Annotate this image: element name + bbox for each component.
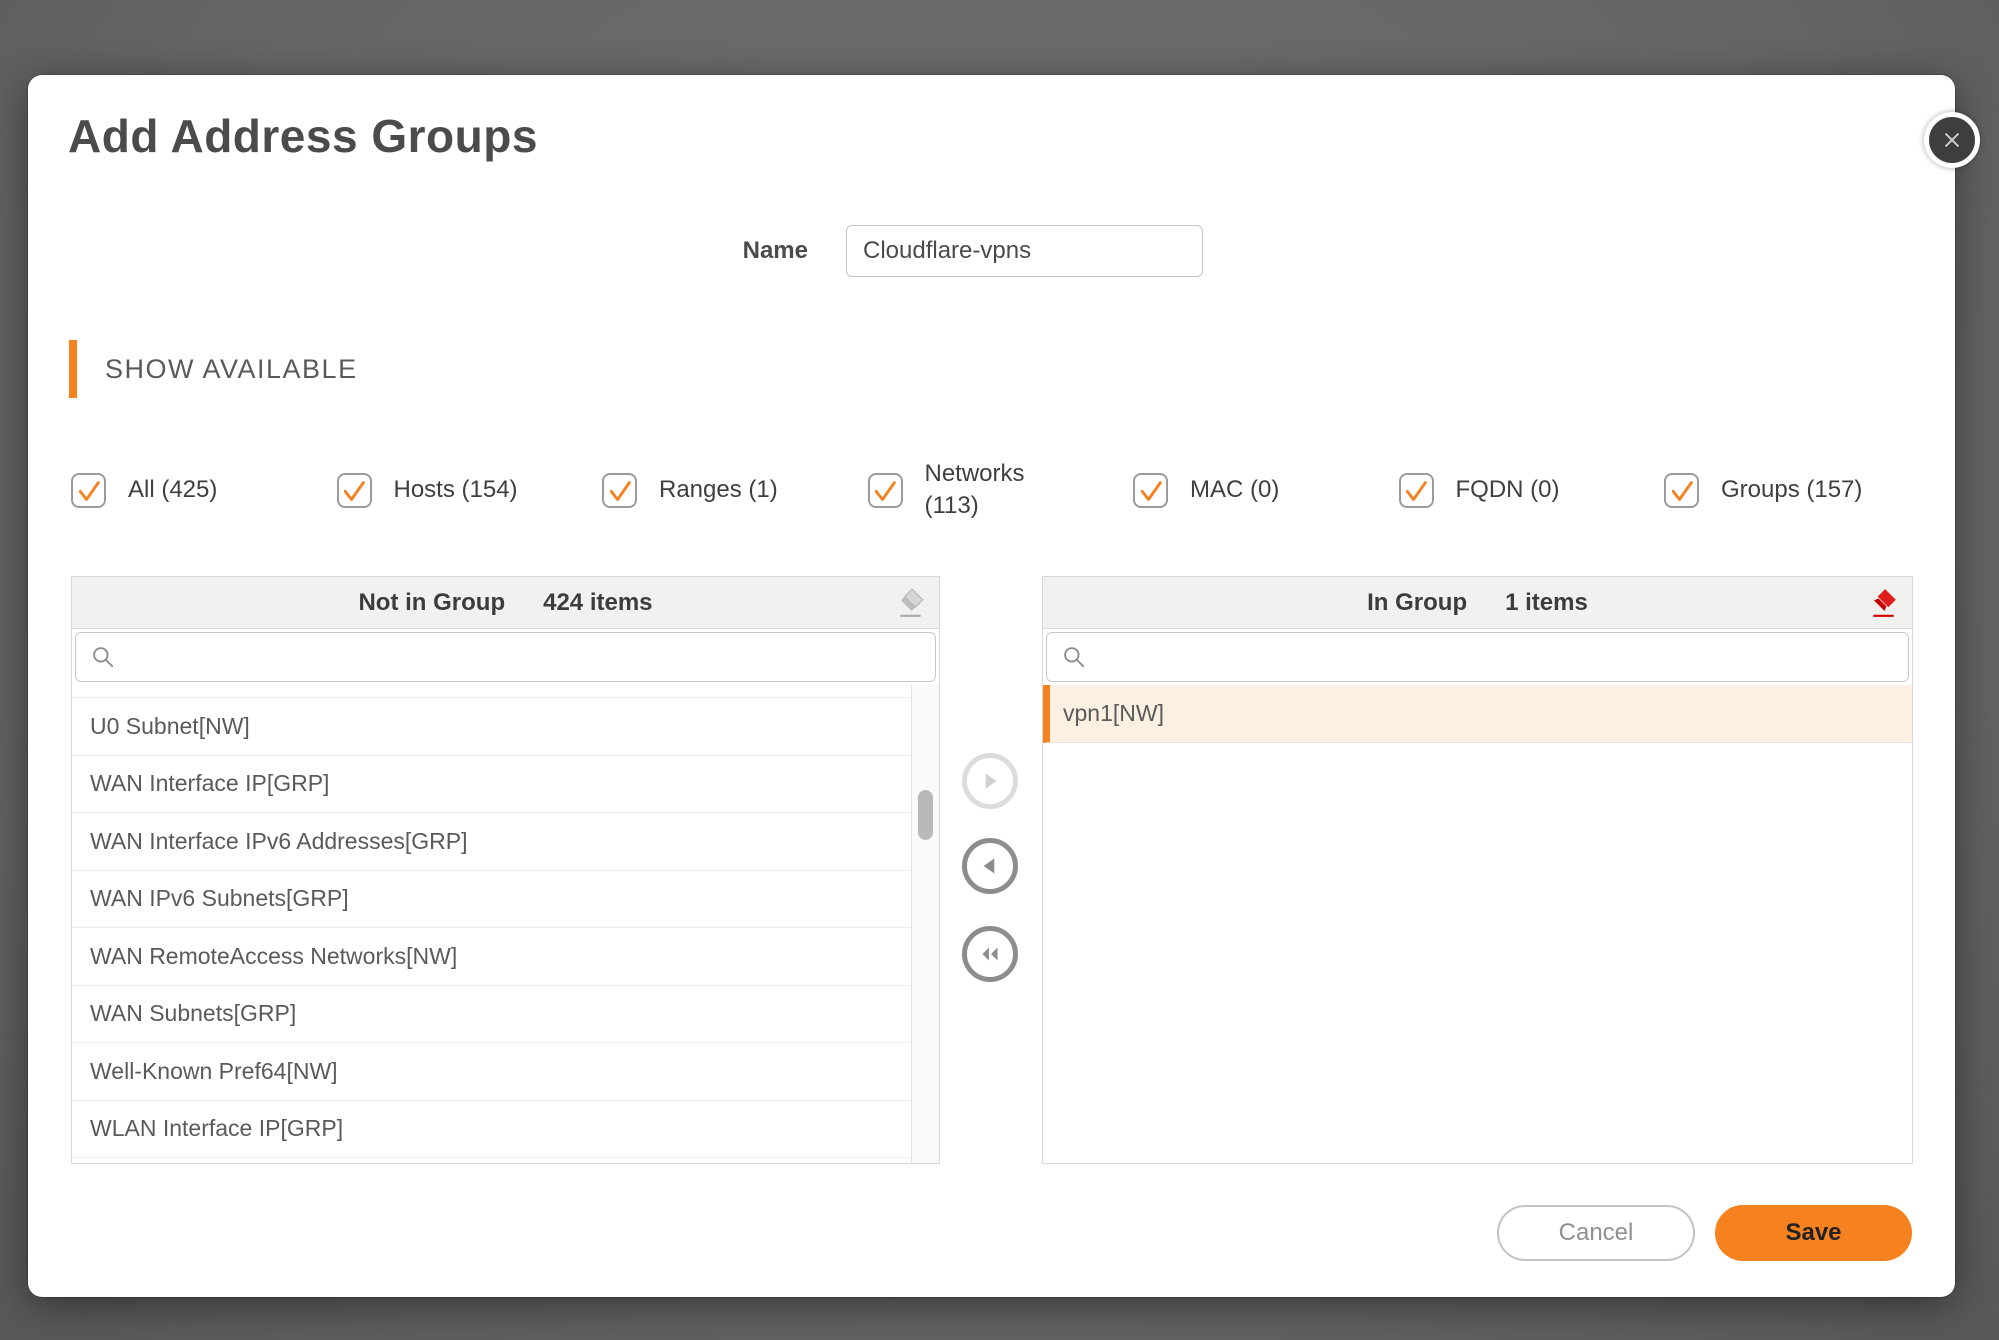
list-item[interactable]: WLAN Interface IP[GRP] [72,1100,911,1158]
eraser-red-icon [1873,589,1896,617]
in-group-search-input[interactable] [1046,632,1909,682]
list-item[interactable]: WAN RemoteAccess Networks[NW] [72,928,911,986]
close-icon [1945,133,1959,147]
search-icon [1064,647,1085,668]
dialog-footer: Cancel Save [1497,1205,1912,1261]
list-item[interactable]: WAN IPv6 Subnets[GRP] [72,870,911,928]
section-accent-bar [69,340,77,398]
filter-label: All (425) [128,475,218,503]
in-group-header: In Group 1 items [1043,577,1912,629]
checkbox-checked-icon[interactable] [1398,472,1434,508]
not-in-group-body: U0 Subnet[NW] WAN Interface IP[GRP] WAN … [72,629,939,1163]
double-arrow-left-icon [982,947,998,961]
clear-selection-button[interactable] [893,586,927,620]
scrollbar-thumb[interactable] [918,790,933,840]
list-item[interactable]: Well-Known Pref64[NW] [72,1043,911,1101]
filter-ranges[interactable]: Ranges (1) [602,447,868,533]
panel-title: In Group [1367,588,1468,616]
filter-all[interactable]: All (425) [71,447,337,533]
not-in-group-search-input[interactable] [75,632,936,682]
section-title: SHOW AVAILABLE [105,353,358,384]
arrow-left-icon [983,858,995,874]
name-label: Name [742,237,808,264]
list-item-selected[interactable]: vpn1[NW] [1043,685,1912,743]
filter-label: Ranges (1) [659,475,778,503]
list-row-partial [72,685,911,698]
clear-group-button[interactable] [1866,586,1900,620]
list-item[interactable]: WAN Interface IPv6 Addresses[GRP] [72,813,911,871]
filter-networks[interactable]: Networks (113) [867,447,1134,533]
search-icon [93,647,114,668]
not-in-group-list: U0 Subnet[NW] WAN Interface IP[GRP] WAN … [72,685,911,1158]
in-group-body: vpn1[NW] [1043,629,1912,1163]
close-button[interactable] [1924,112,1980,168]
name-input[interactable] [846,225,1203,277]
dialog-title: Add Address Groups [68,110,538,162]
not-in-group-panel: Not in Group 424 items [71,576,940,1164]
filter-label: FQDN (0) [1455,475,1560,503]
in-group-list: vpn1[NW] [1043,685,1912,743]
eraser-icon [900,588,924,617]
list-item[interactable]: WAN Interface IP[GRP] [72,755,911,813]
filter-groups[interactable]: Groups (157) [1664,447,1930,533]
not-in-group-header: Not in Group 424 items [72,577,939,629]
checkbox-checked-icon[interactable] [867,472,903,508]
remove-all-from-group-button[interactable] [962,926,1018,982]
panel-item-count: 424 items [543,588,653,616]
checkbox-checked-icon[interactable] [336,472,372,508]
show-available-section: SHOW AVAILABLE [69,340,358,398]
list-item[interactable]: U0 Subnet[NW] [72,698,911,756]
add-address-groups-dialog: Add Address Groups Name SHOW AVAILABLE A… [28,75,1980,1297]
move-to-group-button[interactable] [962,753,1018,809]
panel-item-count: 1 items [1505,588,1588,616]
list-item[interactable]: WAN Subnets[GRP] [72,985,911,1043]
panel-title: Not in Group [358,588,506,616]
cancel-button[interactable]: Cancel [1497,1205,1695,1261]
filter-label: MAC (0) [1190,475,1280,503]
filter-label: Groups (157) [1721,475,1863,503]
filter-label: Networks (113) [924,459,1025,519]
in-group-panel: In Group 1 items vpn1[NW] [1042,576,1913,1164]
arrow-right-icon [985,773,997,789]
scrollbar-track[interactable] [911,685,939,1163]
type-filter-row: All (425) Hosts (154) Ranges (1) Network… [71,447,1930,533]
filter-mac[interactable]: MAC (0) [1133,447,1399,533]
checkbox-checked-icon[interactable] [71,472,106,508]
checkbox-checked-icon[interactable] [1133,472,1168,508]
checkbox-checked-icon[interactable] [1664,472,1699,508]
name-field-row: Name [628,225,1203,277]
remove-from-group-button[interactable] [962,838,1018,894]
filter-fqdn[interactable]: FQDN (0) [1398,447,1665,533]
checkbox-checked-icon[interactable] [602,472,637,508]
filter-hosts[interactable]: Hosts (154) [336,447,603,533]
filter-label: Hosts (154) [393,475,518,503]
save-button[interactable]: Save [1715,1205,1912,1261]
